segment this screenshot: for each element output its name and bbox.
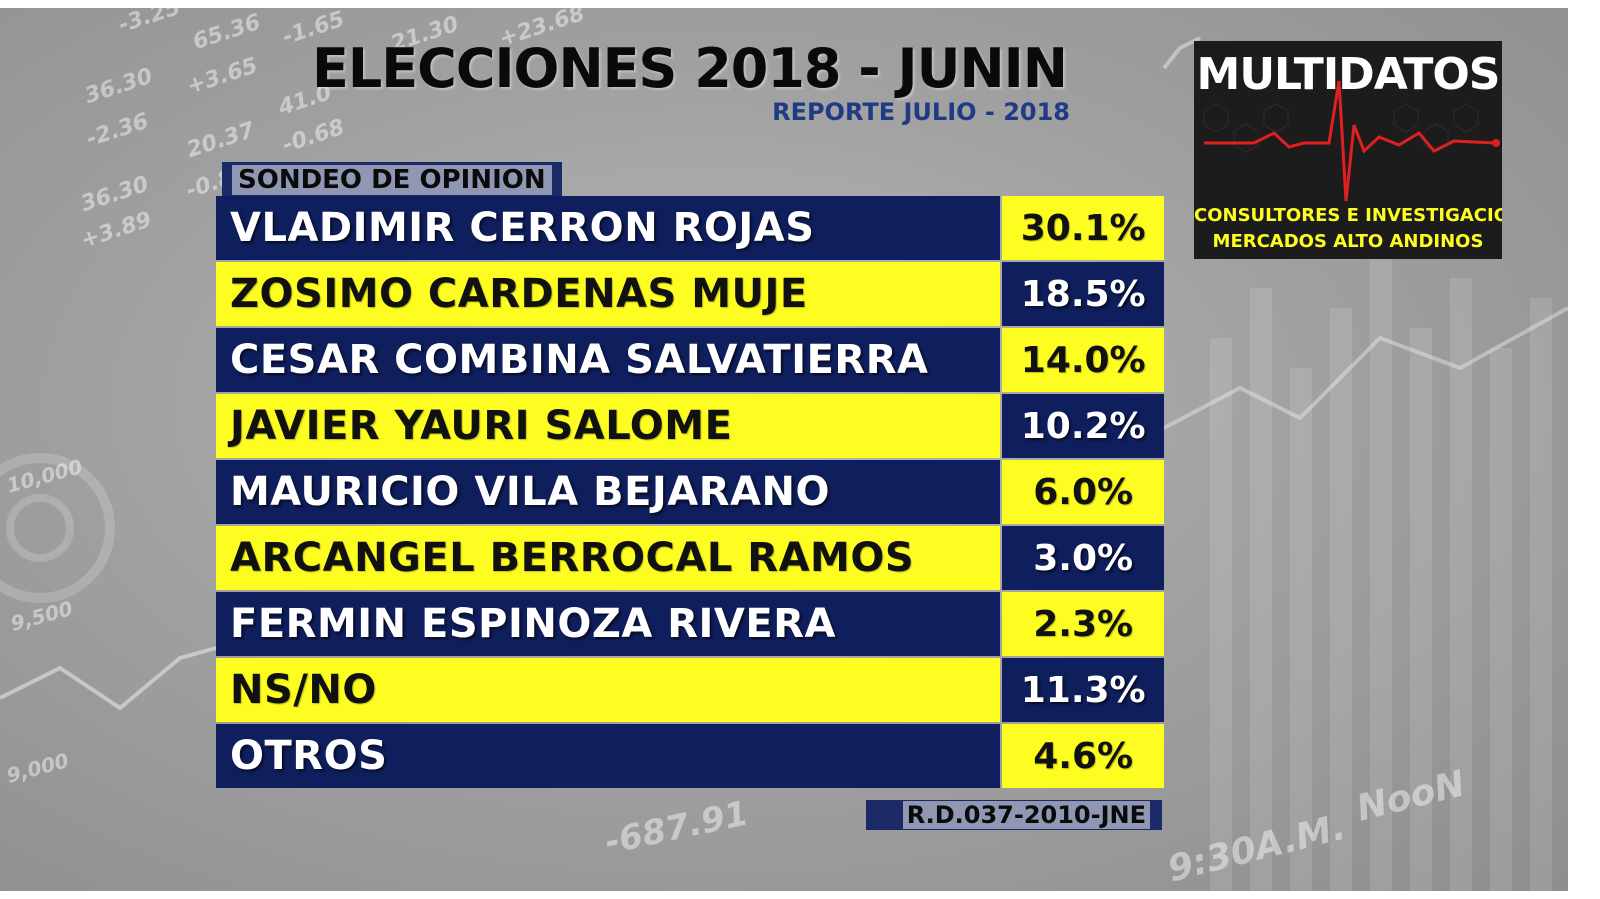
registration-label: R.D.037-2010-JNE bbox=[866, 800, 1162, 830]
candidate-percent: 11.3% bbox=[1002, 658, 1164, 722]
candidate-percent: 18.5% bbox=[1002, 262, 1164, 326]
candidate-name: OTROS bbox=[216, 724, 1001, 788]
section-label: SONDEO DE OPINION bbox=[222, 162, 562, 196]
candidate-percent: 2.3% bbox=[1002, 592, 1164, 656]
candidate-name: NS/NO bbox=[216, 658, 1001, 722]
stock-chart-background bbox=[0, 36, 1568, 891]
candidate-percent: 30.1% bbox=[1002, 196, 1164, 260]
candidate-name: VLADIMIR CERRON ROJAS bbox=[216, 196, 1001, 260]
logo-tagline-1: CONSULTORES E INVESTIGACION DE bbox=[1194, 205, 1502, 226]
page-title: ELECCIONES 2018 - JUNIN bbox=[312, 37, 1068, 100]
results-table: VLADIMIR CERRON ROJAS 30.1% ZOSIMO CARDE… bbox=[216, 196, 1164, 790]
candidate-name: MAURICIO VILA BEJARANO bbox=[216, 460, 1001, 524]
logo-brand: MULTIDATOS bbox=[1196, 49, 1501, 100]
table-row: JAVIER YAURI SALOME 10.2% bbox=[216, 394, 1164, 458]
table-row: FERMIN ESPINOZA RIVERA 2.3% bbox=[216, 592, 1164, 656]
table-row: VLADIMIR CERRON ROJAS 30.1% bbox=[216, 196, 1164, 260]
report-subtitle: REPORTE JULIO - 2018 bbox=[772, 98, 1070, 126]
candidate-name: JAVIER YAURI SALOME bbox=[216, 394, 1001, 458]
table-row: ZOSIMO CARDENAS MUJE 18.5% bbox=[216, 262, 1164, 326]
candidate-name: ZOSIMO CARDENAS MUJE bbox=[216, 262, 1001, 326]
table-row: MAURICIO VILA BEJARANO 6.0% bbox=[216, 460, 1164, 524]
candidate-percent: 14.0% bbox=[1002, 328, 1164, 392]
slide-canvas: -3.25 65.36 -1.65 21.30 +23.68 36.30 +3.… bbox=[0, 8, 1568, 891]
multidatos-logo: MULTIDATOS CONSULTORES E INVESTIGACION D… bbox=[1194, 41, 1502, 259]
candidate-percent: 10.2% bbox=[1002, 394, 1164, 458]
registration-text: R.D.037-2010-JNE bbox=[902, 801, 1150, 829]
candidate-percent: 6.0% bbox=[1002, 460, 1164, 524]
table-row: NS/NO 11.3% bbox=[216, 658, 1164, 722]
candidate-name: ARCANGEL BERROCAL RAMOS bbox=[216, 526, 1001, 590]
section-label-text: SONDEO DE OPINION bbox=[232, 165, 552, 195]
heartbeat-icon bbox=[1203, 80, 1500, 202]
candidate-name: FERMIN ESPINOZA RIVERA bbox=[216, 592, 1001, 656]
table-row: OTROS 4.6% bbox=[216, 724, 1164, 788]
candidate-name: CESAR COMBINA SALVATIERRA bbox=[216, 328, 1001, 392]
candidate-percent: 3.0% bbox=[1002, 526, 1164, 590]
table-row: CESAR COMBINA SALVATIERRA 14.0% bbox=[216, 328, 1164, 392]
candidate-percent: 4.6% bbox=[1002, 724, 1164, 788]
logo-tagline-2: MERCADOS ALTO ANDINOS bbox=[1212, 231, 1484, 252]
table-row: ARCANGEL BERROCAL RAMOS 3.0% bbox=[216, 526, 1164, 590]
